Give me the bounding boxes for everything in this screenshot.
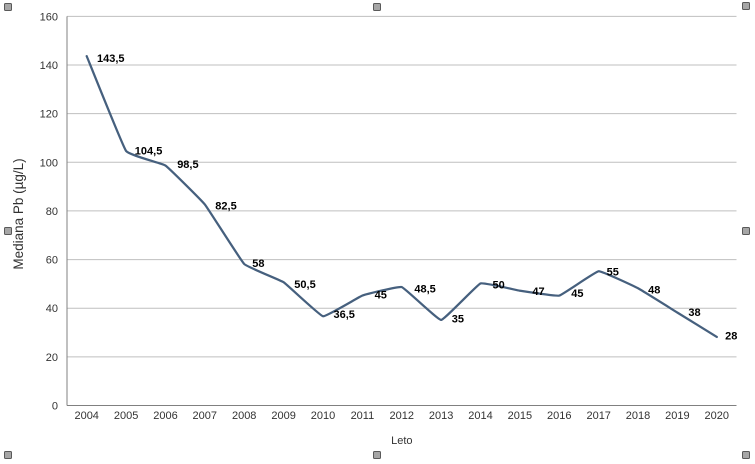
- svg-text:2015: 2015: [508, 410, 532, 422]
- svg-text:2017: 2017: [586, 410, 610, 422]
- svg-text:20: 20: [46, 352, 58, 364]
- svg-text:55: 55: [607, 267, 619, 279]
- svg-text:120: 120: [40, 109, 58, 121]
- svg-text:2016: 2016: [547, 410, 571, 422]
- svg-text:45: 45: [375, 290, 387, 302]
- svg-text:2005: 2005: [114, 410, 138, 422]
- svg-text:45: 45: [571, 288, 583, 300]
- svg-text:58: 58: [252, 258, 264, 270]
- svg-text:2018: 2018: [626, 410, 650, 422]
- svg-text:35: 35: [452, 314, 464, 326]
- svg-text:28: 28: [725, 331, 737, 343]
- svg-text:160: 160: [40, 11, 58, 23]
- svg-text:40: 40: [46, 303, 58, 315]
- svg-text:Leto: Leto: [391, 435, 412, 447]
- svg-text:2006: 2006: [153, 410, 177, 422]
- svg-text:2013: 2013: [429, 410, 453, 422]
- svg-text:2009: 2009: [271, 410, 295, 422]
- svg-text:82,5: 82,5: [215, 200, 236, 212]
- svg-text:2004: 2004: [74, 410, 98, 422]
- svg-text:2008: 2008: [232, 410, 256, 422]
- svg-text:48: 48: [648, 284, 660, 296]
- svg-text:50,5: 50,5: [294, 279, 315, 291]
- svg-text:143,5: 143,5: [97, 53, 125, 65]
- svg-text:0: 0: [52, 401, 58, 413]
- svg-text:60: 60: [46, 255, 58, 267]
- svg-text:2012: 2012: [390, 410, 414, 422]
- svg-text:2014: 2014: [468, 410, 492, 422]
- svg-text:36,5: 36,5: [334, 309, 355, 321]
- svg-text:140: 140: [40, 60, 58, 72]
- svg-text:100: 100: [40, 157, 58, 169]
- svg-text:104,5: 104,5: [135, 145, 163, 157]
- svg-text:47: 47: [532, 286, 544, 298]
- svg-text:2019: 2019: [665, 410, 689, 422]
- svg-text:2011: 2011: [351, 410, 375, 422]
- svg-text:2010: 2010: [311, 410, 335, 422]
- svg-text:50: 50: [493, 280, 505, 292]
- svg-text:2020: 2020: [705, 410, 729, 422]
- svg-text:48,5: 48,5: [414, 283, 435, 295]
- svg-text:2007: 2007: [193, 410, 217, 422]
- svg-text:Mediana Pb (µg/L): Mediana Pb (µg/L): [11, 158, 26, 269]
- svg-text:98,5: 98,5: [177, 159, 198, 171]
- svg-text:80: 80: [46, 206, 58, 218]
- svg-text:38: 38: [688, 307, 700, 319]
